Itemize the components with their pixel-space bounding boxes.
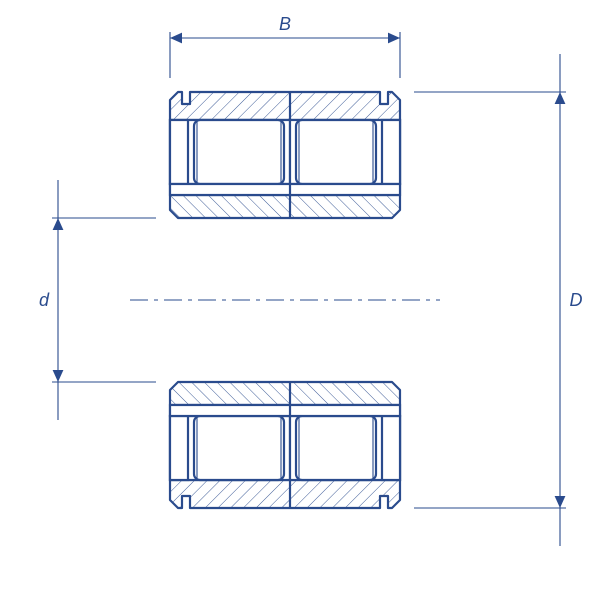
bearing-cross-section-diagram: Bd D (0, 0, 600, 600)
dim-label-d: d (39, 290, 50, 310)
dim-label-D: D (570, 290, 583, 310)
drawing-layer (0, 0, 600, 600)
dim-label-B: B (279, 14, 291, 34)
